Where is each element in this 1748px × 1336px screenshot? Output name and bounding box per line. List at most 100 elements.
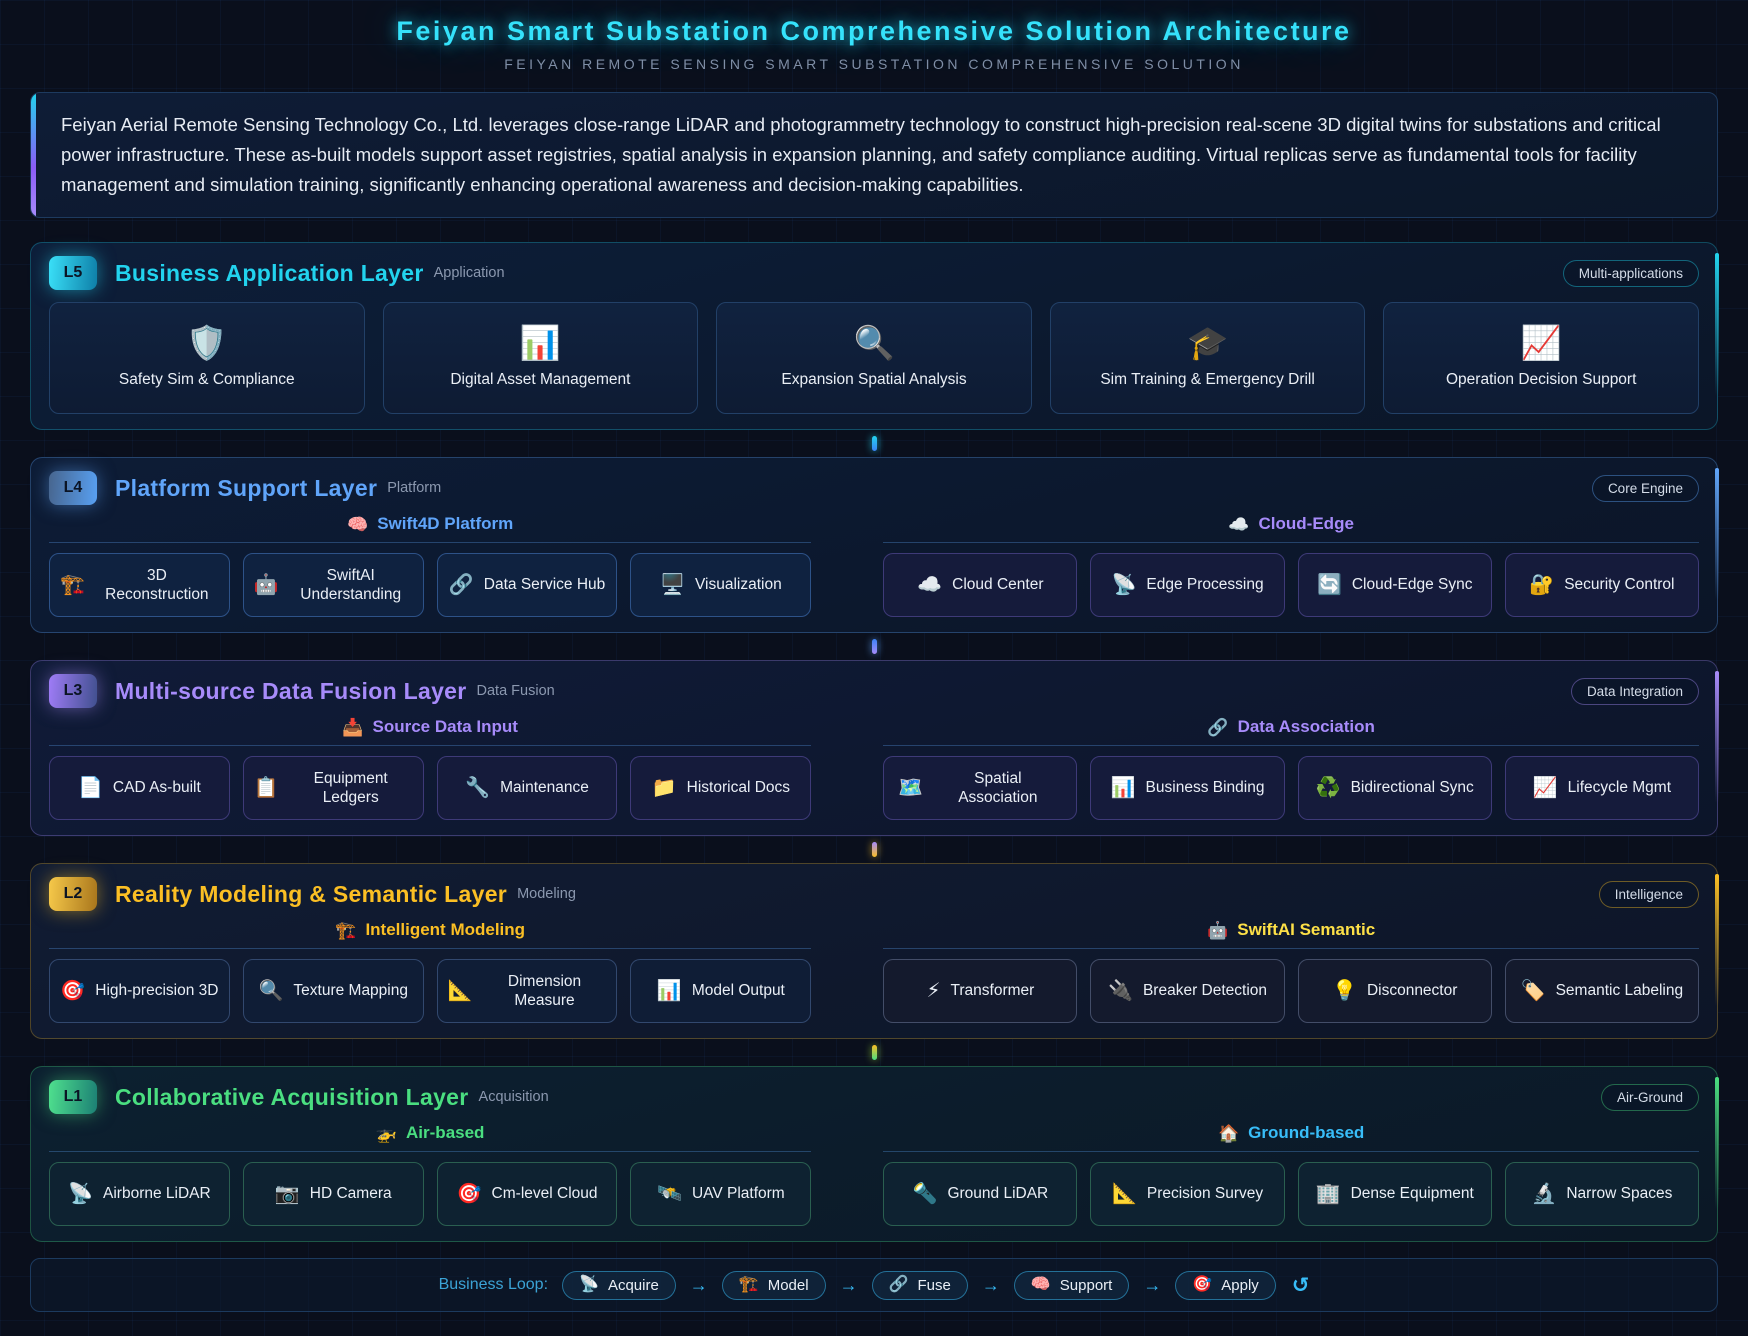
group-divider (883, 745, 1699, 746)
link-icon: 🔗 (1207, 717, 1229, 737)
item-3d-reconstruction: 🏗️ 3D Reconstruction (49, 553, 230, 617)
sync-arrows-icon: 🔄 (1316, 574, 1342, 596)
group-title: Ground-based (1248, 1123, 1365, 1142)
item-swiftai-understanding: 🤖 SwiftAI Understanding (242, 553, 424, 617)
item-spatial-association: 🗺️ Spatial Association (883, 756, 1078, 820)
helicopter-icon: 🚁 (375, 1123, 398, 1143)
satellite-antenna-icon: 📡 (1111, 574, 1137, 596)
recycle-icon: ♻️ (1315, 777, 1341, 799)
triangular-ruler-icon: 📐 (1111, 1183, 1137, 1205)
cloud-icon: ☁️ (917, 574, 943, 596)
item-ground-lidar: 🔦 Ground LiDAR (883, 1162, 1078, 1226)
house-icon: 🏠 (1217, 1123, 1240, 1143)
page-subtitle: FEIYAN REMOTE SENSING SMART SUBSTATION C… (504, 56, 1244, 72)
item-hd-camera: 📷 HD Camera (242, 1162, 424, 1226)
card-label: Digital Asset Management (450, 370, 631, 388)
layer-l2-tag: Modeling (517, 886, 576, 902)
target-icon: 🎯 (1192, 1276, 1213, 1293)
item-cad-as-built: 📄 CAD As-built (49, 756, 230, 820)
layer-l5-header: L5 Business Application Layer Applicatio… (49, 256, 1699, 290)
magnifier-icon: 🔍 (258, 980, 284, 1002)
item-cloud-center: ☁️ Cloud Center (883, 553, 1078, 617)
crane-icon: 🏗️ (335, 920, 357, 940)
group-items: 📡 Airborne LiDAR 📷 HD Camera 🎯 Cm-level … (49, 1162, 812, 1226)
layer-l1-pill: Air-Ground (1600, 1083, 1699, 1111)
repeat-icon: ↺ (1291, 1273, 1310, 1297)
item-label: Transformer (950, 982, 1035, 1000)
item-model-output: 📊 Model Output (630, 959, 812, 1023)
item-label: HD Camera (309, 1185, 392, 1203)
business-loop-bar: Business Loop: 📡 Acquire → 🏗️ Model → 🔗 … (30, 1258, 1718, 1312)
group-air-based: 🚁 Air-based 📡 Airborne LiDAR 📷 HD Camera… (49, 1120, 812, 1226)
document-icon: 📄 (78, 777, 103, 799)
arrow-right-icon: → (839, 1274, 858, 1295)
loop-step-label: Fuse (917, 1276, 951, 1294)
microscope-icon: 🔬 (1531, 1183, 1557, 1205)
group-items: 🏗️ 3D Reconstruction 🤖 SwiftAI Understan… (49, 553, 812, 617)
item-label: SwiftAI Understanding (300, 566, 402, 603)
triangular-ruler-icon: 📐 (447, 980, 473, 1002)
group-intelligent-modeling: 🏗️ Intelligent Modeling 🎯 High-precision… (49, 917, 812, 1023)
folder-icon: 📁 (651, 777, 677, 799)
layer-connector (871, 639, 877, 654)
item-label: Equipment Ledgers (313, 769, 388, 806)
loop-step-label: Apply (1221, 1276, 1259, 1294)
loop-step-model: 🏗️ Model (721, 1270, 826, 1300)
group-title: Intelligent Modeling (365, 920, 526, 939)
group-divider (883, 542, 1699, 543)
group-title: Data Association (1237, 717, 1375, 736)
group-cloud-edge: ☁️ Cloud-Edge ☁️ Cloud Center 📡 Edge Pro… (883, 511, 1699, 617)
card-safety-sim-compliance: 🛡️ Safety Sim & Compliance (49, 302, 365, 414)
group-swift4d-header: 🧠 Swift4D Platform (49, 511, 811, 537)
item-label: UAV Platform (691, 1185, 785, 1203)
item-label: Maintenance (500, 779, 589, 797)
group-items: ⚡ Transformer 🔌 Breaker Detection 💡 Disc… (883, 959, 1699, 1023)
item-security-control: 🔐 Security Control (1504, 553, 1699, 617)
inbox-tray-icon: 📥 (342, 717, 364, 737)
layer-l4-pill: Core Engine (1591, 474, 1699, 502)
group-source-data-header: 📥 Source Data Input (49, 714, 811, 740)
loop-step-label: Support (1059, 1276, 1113, 1294)
layer-l5-business-application: L5 Business Application Layer Applicatio… (30, 242, 1719, 430)
item-label: Lifecycle Mgmt (1567, 779, 1672, 797)
loop-step-apply: 🎯 Apply (1175, 1270, 1276, 1300)
layer-connector (871, 1045, 877, 1060)
layer-l2-reality-modeling: L2 Reality Modeling & Semantic Layer Mod… (30, 863, 1719, 1039)
layer-l2-title: Reality Modeling & Semantic Layer (115, 880, 508, 907)
layer-l5-badge: L5 (49, 256, 97, 290)
item-narrow-spaces: 🔬 Narrow Spaces (1504, 1162, 1699, 1226)
item-bidirectional-sync: ♻️ Bidirectional Sync (1297, 756, 1492, 820)
item-label: Narrow Spaces (1566, 1185, 1673, 1203)
item-cloud-edge-sync: 🔄 Cloud-Edge Sync (1297, 553, 1492, 617)
layer-l2-header: L2 Reality Modeling & Semantic Layer Mod… (49, 877, 1699, 911)
link-icon: 🔗 (888, 1276, 909, 1293)
layer-connector (871, 436, 877, 451)
plug-icon: 🔌 (1108, 980, 1133, 1002)
layer-l4-groups: 🧠 Swift4D Platform 🏗️ 3D Reconstruction … (49, 511, 1699, 617)
item-precision-survey: 📐 Precision Survey (1090, 1162, 1285, 1226)
crane-icon: 🏗️ (738, 1276, 759, 1293)
layer-l1-collaborative-acquisition: L1 Collaborative Acquisition Layer Acqui… (30, 1066, 1719, 1242)
group-title: SwiftAI Semantic (1237, 920, 1376, 939)
item-transformer: ⚡ Transformer (883, 959, 1078, 1023)
brain-icon: 🧠 (1030, 1276, 1051, 1293)
group-divider (883, 948, 1699, 949)
wrench-icon: 🔧 (465, 777, 491, 799)
item-label: Historical Docs (686, 779, 791, 797)
flashlight-icon: 🔦 (912, 1183, 938, 1205)
group-items: ☁️ Cloud Center 📡 Edge Processing 🔄 Clou… (883, 553, 1699, 617)
robot-icon: 🤖 (253, 574, 279, 596)
group-data-association-header: 🔗 Data Association (883, 714, 1699, 740)
group-divider (49, 745, 812, 746)
item-label: Visualization (694, 576, 782, 594)
card-expansion-spatial-analysis: 🔍 Expansion Spatial Analysis (716, 302, 1032, 414)
group-source-data-input: 📥 Source Data Input 📄 CAD As-built 📋 Equ… (49, 714, 812, 820)
office-building-icon: 🏢 (1315, 1183, 1341, 1205)
group-title: Air-based (406, 1123, 485, 1142)
layer-l5-title: Business Application Layer (115, 259, 424, 286)
camera-icon: 📷 (274, 1183, 300, 1205)
group-swiftai-semantic-header: 🤖 SwiftAI Semantic (883, 917, 1699, 943)
group-swiftai-semantic: 🤖 SwiftAI Semantic ⚡ Transformer 🔌 Break… (883, 917, 1699, 1023)
business-loop-label: Business Loop: (438, 1276, 549, 1293)
layer-l3-title: Multi-source Data Fusion Layer (115, 677, 467, 704)
